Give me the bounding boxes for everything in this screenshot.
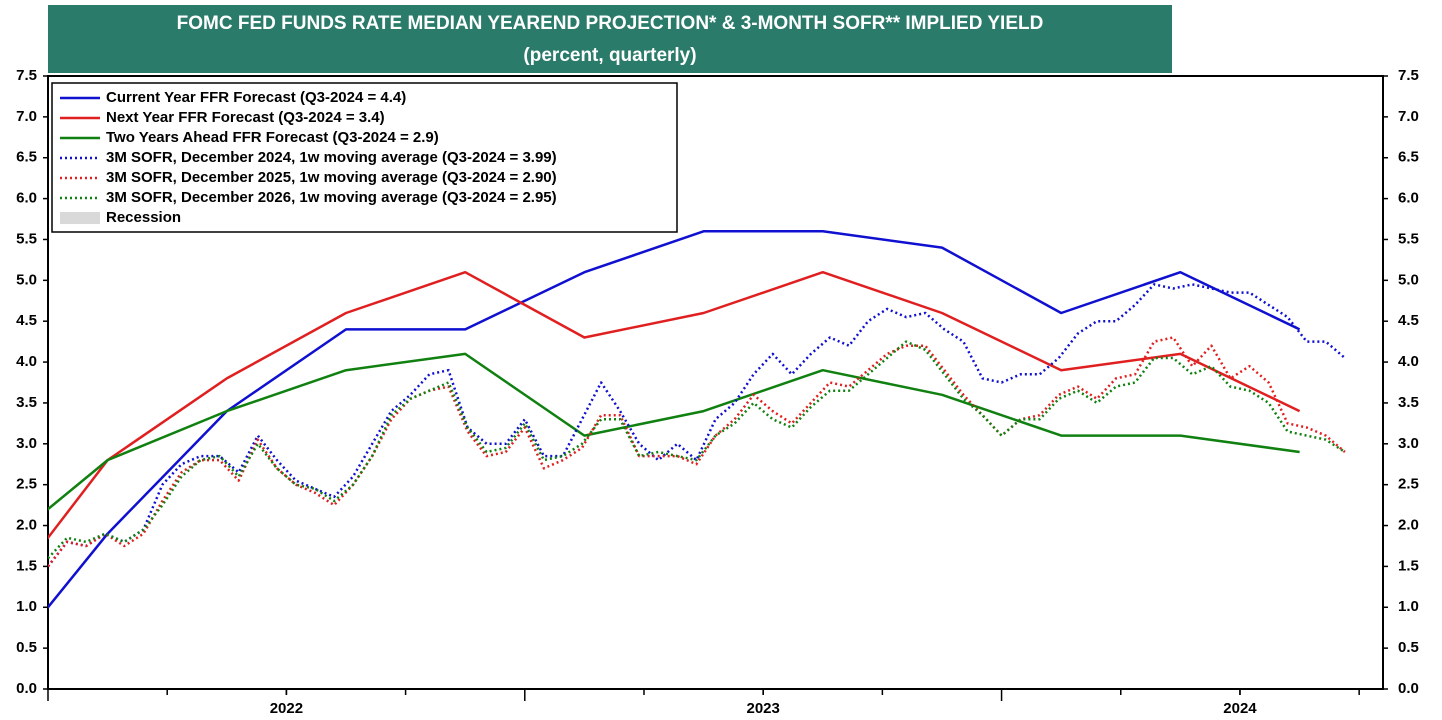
y-tick-label: 2.0 [16, 517, 37, 534]
legend-label: 3M SOFR, December 2026, 1w moving averag… [106, 189, 557, 206]
y2-tick-label: 4.5 [1398, 312, 1419, 329]
dotted-line [48, 336, 1346, 568]
legend-label: Two Years Ahead FFR Forecast (Q3-2024 = … [106, 129, 439, 146]
y2-tick-label: 6.5 [1398, 149, 1419, 166]
solid-line [48, 352, 1300, 511]
legend-label: 3M SOFR, December 2024, 1w moving averag… [106, 149, 557, 166]
y2-tick-label: 3.0 [1398, 435, 1419, 452]
y-tick-label: 6.0 [16, 190, 37, 207]
x-tick-label: 2022 [270, 700, 303, 717]
dotted-line [48, 340, 1346, 560]
chart-subtitle: (percent, quarterly) [523, 45, 696, 66]
y2-tick-label: 7.0 [1398, 108, 1419, 125]
x-tick-label: 2023 [746, 700, 779, 717]
y2-tick-label: 1.0 [1398, 598, 1419, 615]
title-box [48, 5, 1172, 73]
y2-tick-label: 4.0 [1398, 353, 1419, 370]
y2-tick-label: 3.5 [1398, 394, 1419, 411]
legend-label: Next Year FFR Forecast (Q3-2024 = 3.4) [106, 109, 385, 126]
y-tick-label: 0.0 [16, 680, 37, 697]
y2-tick-label: 2.5 [1398, 476, 1419, 493]
y-tick-label: 3.5 [16, 394, 37, 411]
chart-title: FOMC FED FUNDS RATE MEDIAN YEAREND PROJE… [177, 13, 1044, 34]
y-tick-label: 5.5 [16, 230, 37, 247]
legend-label: Recession [106, 209, 181, 226]
y-tick-label: 7.0 [16, 108, 37, 125]
y-tick-label: 0.5 [16, 639, 37, 656]
y-tick-label: 1.5 [16, 557, 37, 574]
y2-tick-label: 7.5 [1398, 67, 1419, 84]
y-tick-label: 1.0 [16, 598, 37, 615]
x-tick-label: 2024 [1223, 700, 1257, 717]
y-tick-label: 2.5 [16, 476, 37, 493]
y-tick-label: 4.5 [16, 312, 37, 329]
legend-label: Current Year FFR Forecast (Q3-2024 = 4.4… [106, 89, 406, 106]
solid-line [48, 230, 1301, 610]
y-tick-label: 5.0 [16, 271, 37, 288]
y2-tick-label: 1.5 [1398, 557, 1419, 574]
y-tick-label: 4.0 [16, 353, 37, 370]
y2-tick-label: 0.5 [1398, 639, 1419, 656]
legend-label: 3M SOFR, December 2025, 1w moving averag… [106, 169, 557, 186]
plot-frame [47, 75, 1384, 690]
y2-tick-label: 6.0 [1398, 190, 1419, 207]
plot-lines [48, 230, 1346, 610]
solid-line [48, 270, 1301, 540]
dotted-line [48, 283, 1346, 568]
y-tick-label: 7.5 [16, 67, 37, 84]
legend-box [51, 82, 678, 233]
y2-tick-label: 5.0 [1398, 271, 1419, 288]
y2-tick-label: 5.5 [1398, 230, 1419, 247]
y2-tick-label: 0.0 [1398, 680, 1419, 697]
legend-swatch [60, 212, 100, 224]
y-tick-label: 6.5 [16, 149, 37, 166]
y2-tick-label: 2.0 [1398, 517, 1419, 534]
y-tick-label: 3.0 [16, 435, 37, 452]
